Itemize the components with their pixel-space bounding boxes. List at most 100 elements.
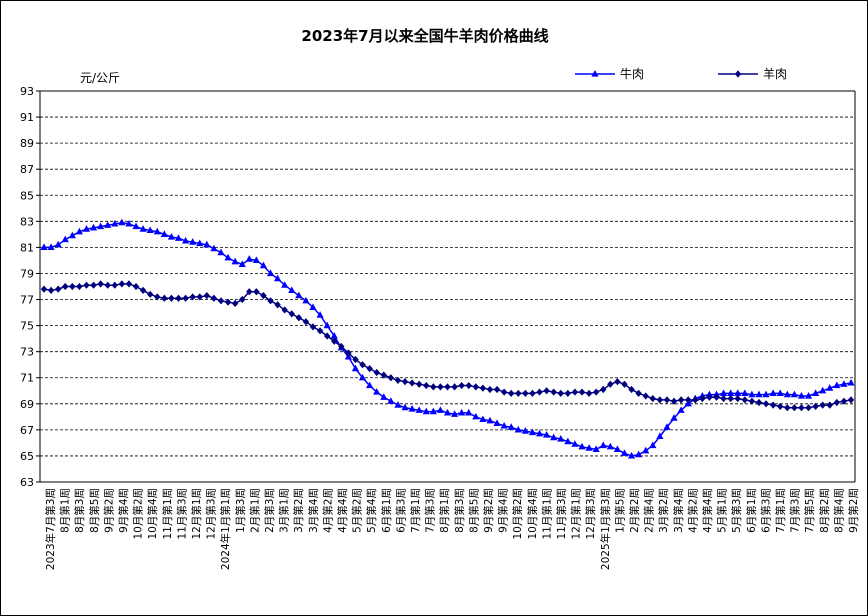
data-point [281, 281, 289, 288]
x-tick-label: 4月第2周 [686, 488, 699, 533]
y-tick-label: 91 [20, 111, 34, 124]
x-tick-label: 2月第4周 [643, 488, 656, 533]
data-point [635, 450, 643, 458]
data-point [351, 364, 360, 372]
x-tick-label: 11月第3周 [175, 488, 188, 540]
series-lines [40, 218, 855, 459]
data-point [507, 423, 515, 430]
x-tick-label: 2023年7月第3周 [44, 488, 57, 570]
x-tick-label: 8月第1周 [438, 488, 451, 533]
data-point [783, 390, 791, 398]
x-tick-label: 7月第3周 [789, 488, 802, 533]
x-tick-label: 5月第2周 [351, 488, 364, 533]
data-point [62, 282, 69, 291]
data-point [564, 437, 572, 445]
data-point [692, 396, 699, 404]
data-point [805, 404, 812, 412]
data-point [585, 444, 593, 451]
data-point [309, 323, 317, 331]
data-point [82, 225, 91, 232]
data-point [613, 445, 621, 453]
x-tick-label: 4月第4周 [701, 488, 714, 533]
data-point [224, 253, 232, 261]
data-point [302, 318, 310, 326]
data-point [493, 385, 501, 394]
data-point [451, 383, 458, 391]
data-point [189, 293, 196, 301]
x-tick-label: 7月第1周 [409, 488, 422, 533]
data-point [458, 381, 465, 390]
data-point [719, 389, 728, 396]
series-mutton [40, 280, 855, 412]
x-tick-label: 9月第2周 [847, 488, 860, 533]
data-point [635, 389, 642, 397]
data-point [607, 380, 614, 388]
data-point [196, 293, 203, 301]
data-point [203, 240, 211, 248]
y-tick-label: 65 [20, 450, 34, 463]
data-point [847, 378, 855, 386]
series-beef [40, 218, 855, 459]
data-point [90, 281, 97, 289]
data-point [260, 292, 267, 300]
data-point [252, 256, 260, 264]
x-tick-label: 12月第3周 [205, 488, 218, 540]
data-point [182, 294, 189, 302]
data-point [784, 404, 791, 412]
x-tick-label: 10月第2周 [511, 488, 524, 540]
y-tick-label: 67 [20, 424, 34, 437]
x-tick-label: 11月第3周 [555, 488, 568, 540]
data-point [444, 383, 451, 391]
data-point [535, 429, 544, 437]
data-point [125, 219, 133, 227]
data-point [76, 282, 83, 291]
x-tick-label: 3月第2周 [657, 488, 670, 533]
data-point [174, 234, 183, 241]
data-point [253, 288, 260, 296]
data-point [812, 402, 819, 411]
data-point [791, 404, 798, 412]
y-tick-label: 93 [20, 85, 34, 98]
x-tick-label: 8月第1周 [59, 488, 72, 533]
data-point [508, 389, 515, 397]
data-point [550, 388, 557, 396]
data-point [401, 378, 409, 386]
x-tick-label: 10月第4周 [526, 488, 539, 540]
data-point [755, 398, 763, 407]
data-point [111, 219, 119, 227]
data-point [309, 303, 317, 310]
data-point [536, 388, 543, 396]
chart-title: 2023年7月以来全国牛羊肉价格曲线 [301, 27, 548, 45]
data-point [543, 431, 551, 438]
data-point [713, 393, 720, 401]
data-point [833, 398, 841, 407]
x-tick-label: 10月第4周 [146, 488, 159, 540]
data-point [47, 286, 55, 295]
data-point [776, 389, 784, 396]
data-point [571, 388, 579, 396]
data-point [514, 425, 522, 433]
data-point [720, 394, 727, 403]
x-tick-label: 6月第3周 [394, 488, 407, 533]
x-tick-label: 7月第5周 [803, 488, 816, 533]
data-point [797, 391, 806, 399]
data-point [231, 257, 239, 265]
legend-label: 羊肉 [763, 66, 787, 81]
data-point [734, 394, 741, 403]
data-point [288, 286, 296, 294]
data-point [373, 388, 381, 395]
y-tick-label: 73 [20, 346, 34, 359]
data-point [585, 389, 593, 397]
data-point [486, 416, 494, 424]
data-point [422, 407, 430, 415]
x-tick-label: 12月第1周 [190, 488, 203, 540]
data-point [606, 442, 614, 450]
data-point [104, 281, 111, 289]
data-point [132, 282, 140, 291]
data-point [408, 405, 416, 412]
data-point [465, 408, 473, 416]
x-tick-label: 7月第1周 [774, 488, 787, 533]
data-point [40, 285, 48, 293]
data-point [465, 381, 472, 390]
x-tick-label: 2025年1月第3周 [599, 488, 612, 570]
